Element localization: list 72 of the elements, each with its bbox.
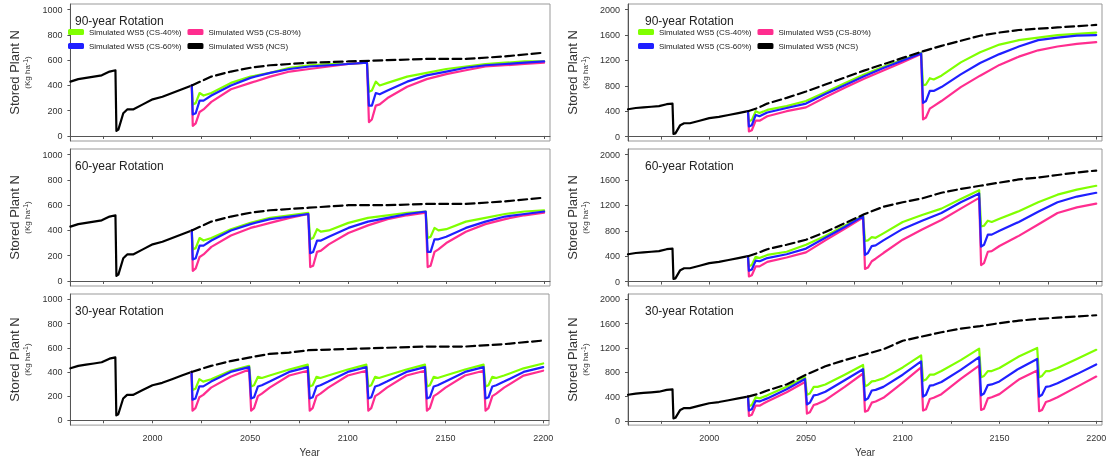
y-tick-label: 1200 [599, 200, 620, 211]
y-tick-label: 400 [47, 366, 63, 377]
y-tick-label: 0 [614, 276, 620, 287]
y-tick-label: 400 [47, 225, 63, 236]
y-tick-label: 800 [47, 174, 63, 185]
x-tick-label: 2150 [989, 432, 1010, 443]
y-tick-label: 0 [614, 131, 620, 142]
text: 30-year Rotation [75, 304, 164, 318]
y-tick-label: 2000 [599, 149, 620, 160]
y-tick-label: 2000 [599, 4, 620, 15]
y-tick-label: 1200 [599, 343, 620, 354]
x-tick-label: 2200 [1086, 432, 1107, 443]
legend-label: Simulated WS5 (CS-40%) [89, 27, 182, 37]
line-series [746, 364, 1098, 418]
legend-label: Simulated WS5 (CS-60%) [659, 41, 752, 51]
y-tick-label: 1600 [599, 30, 620, 41]
y-tick-label: 0 [57, 130, 63, 141]
x-tick-label: 2150 [435, 432, 456, 443]
legend-label: Simulated WS5 (NCS) [778, 41, 859, 51]
y-tick-label: 2000 [599, 294, 620, 305]
line-series [190, 209, 546, 251]
y-tick-label: 800 [47, 29, 63, 40]
line-series [190, 210, 546, 261]
y-tick-label: 200 [47, 391, 63, 402]
text: 30-year Rotation [645, 304, 734, 318]
y-tick-label: 600 [47, 200, 63, 211]
y-tick-label: 1600 [599, 175, 620, 186]
text: 90-year Rotation [75, 14, 164, 28]
x-tick-label: 2100 [337, 432, 358, 443]
line-series [190, 211, 546, 272]
y-tick-label: 600 [47, 342, 63, 353]
x-tick-label: 2050 [795, 432, 817, 443]
text: 60-year Rotation [75, 159, 164, 173]
legend-label: Simulated WS5 (CS-60%) [89, 41, 182, 51]
y-tick-label: 0 [57, 275, 63, 286]
y-tick-label: 400 [604, 391, 620, 402]
y-tick-label: 400 [47, 80, 63, 91]
x-tick-label: 2000 [699, 432, 720, 443]
y-tick-label: 800 [604, 367, 620, 378]
x-tick-label: 2100 [892, 432, 913, 443]
line-series [190, 368, 545, 412]
y-tick-label: 1000 [42, 4, 63, 15]
y-tick-label: 400 [604, 106, 620, 117]
y-tick-label: 800 [604, 80, 620, 91]
text: 60-year Rotation [645, 159, 734, 173]
text: 90-year Rotation [645, 14, 734, 28]
line-series [746, 346, 1098, 408]
line-series [746, 356, 1098, 412]
x-tick-label: 2200 [533, 432, 554, 443]
y-tick-label: 800 [47, 318, 63, 329]
x-axis-title: Year [854, 446, 876, 458]
line-series [190, 362, 545, 392]
y-tick-label: 0 [57, 415, 63, 426]
legend-label: Simulated WS5 (NCS) [208, 41, 289, 51]
y-tick-label: 200 [47, 105, 63, 116]
x-tick-label: 2000 [142, 432, 163, 443]
y-tick-label: 1000 [42, 294, 63, 305]
x-tick-label: 2050 [240, 432, 261, 443]
y-tick-label: 1000 [42, 149, 63, 160]
y-tick-label: 600 [47, 55, 63, 66]
line-series [190, 366, 545, 401]
legend-label: Simulated WS5 (CS-80%) [208, 27, 302, 37]
legend-label: Simulated WS5 (CS-40%) [659, 27, 752, 37]
y-tick-label: 200 [47, 250, 63, 261]
x-axis-title: Year [299, 446, 321, 458]
y-tick-label: 800 [604, 225, 620, 236]
y-tick-label: 1600 [599, 318, 620, 329]
legend-label: Simulated WS5 (CS-80%) [778, 27, 872, 37]
y-tick-label: 1200 [599, 55, 620, 66]
y-tick-label: 400 [604, 251, 620, 262]
line-series [190, 60, 546, 116]
y-tick-label: 0 [614, 415, 620, 426]
